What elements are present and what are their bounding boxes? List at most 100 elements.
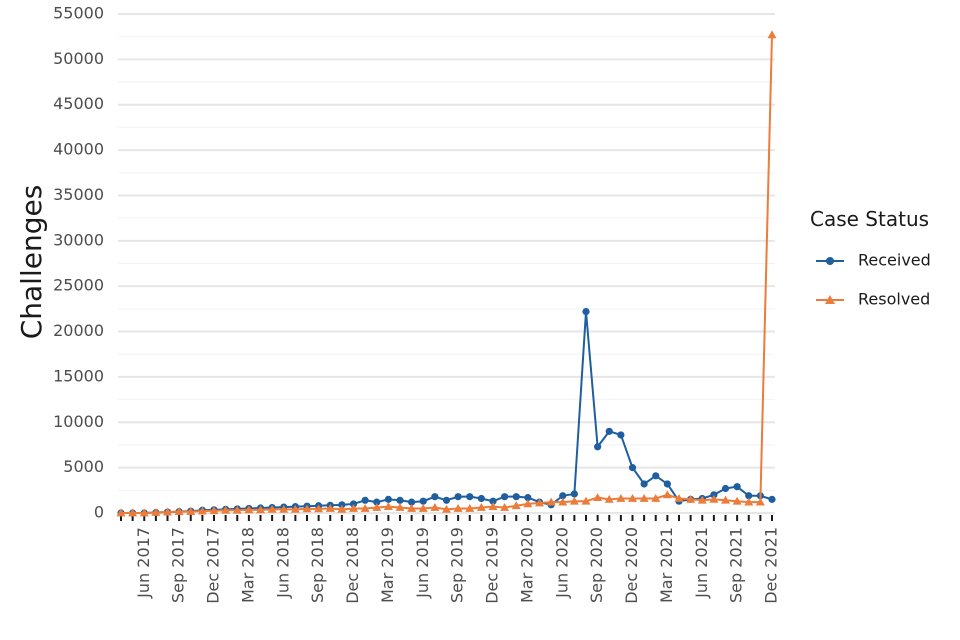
data-point-received	[570, 490, 578, 498]
data-point-resolved	[325, 503, 335, 512]
x-tick-label: Dec 2019	[483, 527, 502, 604]
data-point-resolved	[314, 504, 324, 513]
y-axis-ticks: 0 5000 10000 15000 20000 25000 30000 35000 40000…	[53, 4, 104, 522]
y-tick-label: 25000	[53, 276, 104, 295]
data-point-resolved	[604, 494, 614, 503]
legend: Case Status Received Resolved	[810, 207, 931, 309]
y-tick-label: 0	[94, 503, 104, 522]
data-point-resolved	[337, 504, 347, 513]
data-point-received	[419, 497, 427, 505]
data-point-resolved	[290, 504, 300, 513]
series-resolved	[116, 30, 777, 517]
data-point-received	[594, 443, 602, 451]
data-point-resolved	[256, 505, 265, 514]
series	[116, 30, 777, 517]
data-point-resolved	[128, 508, 138, 517]
data-point-received	[361, 496, 369, 504]
data-point-received	[733, 483, 741, 491]
data-point-resolved	[372, 503, 382, 511]
data-point-resolved	[686, 494, 696, 503]
data-point-received	[745, 492, 753, 500]
data-point-resolved	[500, 503, 510, 511]
data-point-resolved	[755, 497, 765, 506]
y-tick-label: 15000	[53, 366, 104, 385]
data-point-received	[442, 496, 451, 504]
data-point-received	[396, 496, 404, 504]
data-point-resolved	[465, 503, 475, 512]
x-tick-label: Dec 2018	[343, 527, 362, 604]
data-point-resolved	[453, 503, 463, 512]
y-tick-label: 30000	[53, 230, 104, 249]
data-point-received	[489, 497, 497, 505]
legend-item-resolved: Resolved	[816, 290, 930, 309]
y-tick-label: 40000	[53, 140, 104, 159]
data-point-resolved	[581, 496, 591, 505]
x-tick-label: Mar 2021	[657, 527, 676, 603]
data-point-resolved	[116, 508, 126, 517]
data-point-resolved	[546, 497, 556, 506]
data-point-resolved	[616, 493, 626, 502]
data-point-received	[721, 484, 730, 493]
data-point-received	[768, 495, 776, 503]
data-point-resolved	[558, 497, 568, 506]
data-point-received	[710, 491, 718, 499]
legend-title: Case Status	[810, 207, 929, 231]
y-tick-label: 50000	[53, 49, 104, 68]
data-point-resolved	[744, 497, 754, 506]
data-point-resolved	[674, 493, 684, 502]
series-line-received	[121, 311, 773, 514]
data-point-received	[373, 498, 381, 506]
data-point-resolved	[267, 504, 277, 513]
x-tick-label: Jun 2017	[134, 527, 153, 599]
data-point-resolved	[151, 508, 161, 516]
data-point-received	[512, 493, 520, 501]
data-point-resolved	[407, 503, 417, 512]
data-point-resolved	[349, 503, 358, 512]
data-point-received	[605, 427, 613, 435]
y-tick-label: 45000	[53, 94, 104, 113]
data-point-resolved	[430, 503, 440, 511]
x-tick-label: Mar 2020	[517, 527, 536, 603]
data-point-resolved	[360, 503, 370, 512]
x-tick-label: Jun 2018	[273, 527, 292, 599]
x-tick-label: Sep 2018	[308, 527, 327, 603]
data-point-resolved	[721, 495, 730, 504]
x-tick-label: Mar 2019	[378, 527, 397, 603]
x-tick-label: Sep 2021	[727, 527, 746, 603]
data-point-received	[501, 493, 509, 501]
data-point-resolved	[279, 504, 289, 513]
data-point-resolved	[197, 506, 207, 515]
data-point-received	[628, 464, 637, 472]
data-point-resolved	[535, 498, 544, 507]
x-tick-label: Dec 2020	[622, 527, 641, 604]
x-tick-label: Sep 2020	[587, 527, 606, 603]
data-point-resolved	[383, 502, 393, 511]
gridlines	[118, 13, 775, 514]
data-point-received	[431, 493, 439, 501]
data-point-resolved	[476, 503, 486, 511]
y-tick-label: 20000	[53, 321, 104, 340]
data-point-received	[617, 431, 625, 439]
y-tick-label: 35000	[53, 185, 104, 204]
x-tick-label: Dec 2017	[204, 527, 223, 604]
data-point-resolved	[767, 30, 777, 39]
data-point-resolved	[302, 504, 312, 513]
data-point-resolved	[628, 493, 637, 502]
data-point-received	[454, 493, 462, 501]
x-tick-label: Mar 2018	[238, 527, 257, 603]
data-point-resolved	[395, 503, 405, 511]
data-point-resolved	[523, 499, 533, 508]
x-tick-label: Jun 2019	[413, 527, 432, 599]
data-point-resolved	[418, 503, 428, 512]
data-point-received	[384, 495, 392, 503]
data-point-received	[408, 498, 416, 506]
legend-marker-icon	[826, 257, 834, 265]
data-point-resolved	[186, 507, 196, 516]
x-tick-label: Sep 2017	[169, 527, 188, 603]
data-point-received	[559, 492, 567, 500]
x-tick-label: Sep 2019	[448, 527, 467, 603]
data-point-resolved	[697, 495, 707, 504]
x-tick-label: Jun 2021	[692, 527, 711, 599]
data-point-resolved	[174, 507, 184, 516]
